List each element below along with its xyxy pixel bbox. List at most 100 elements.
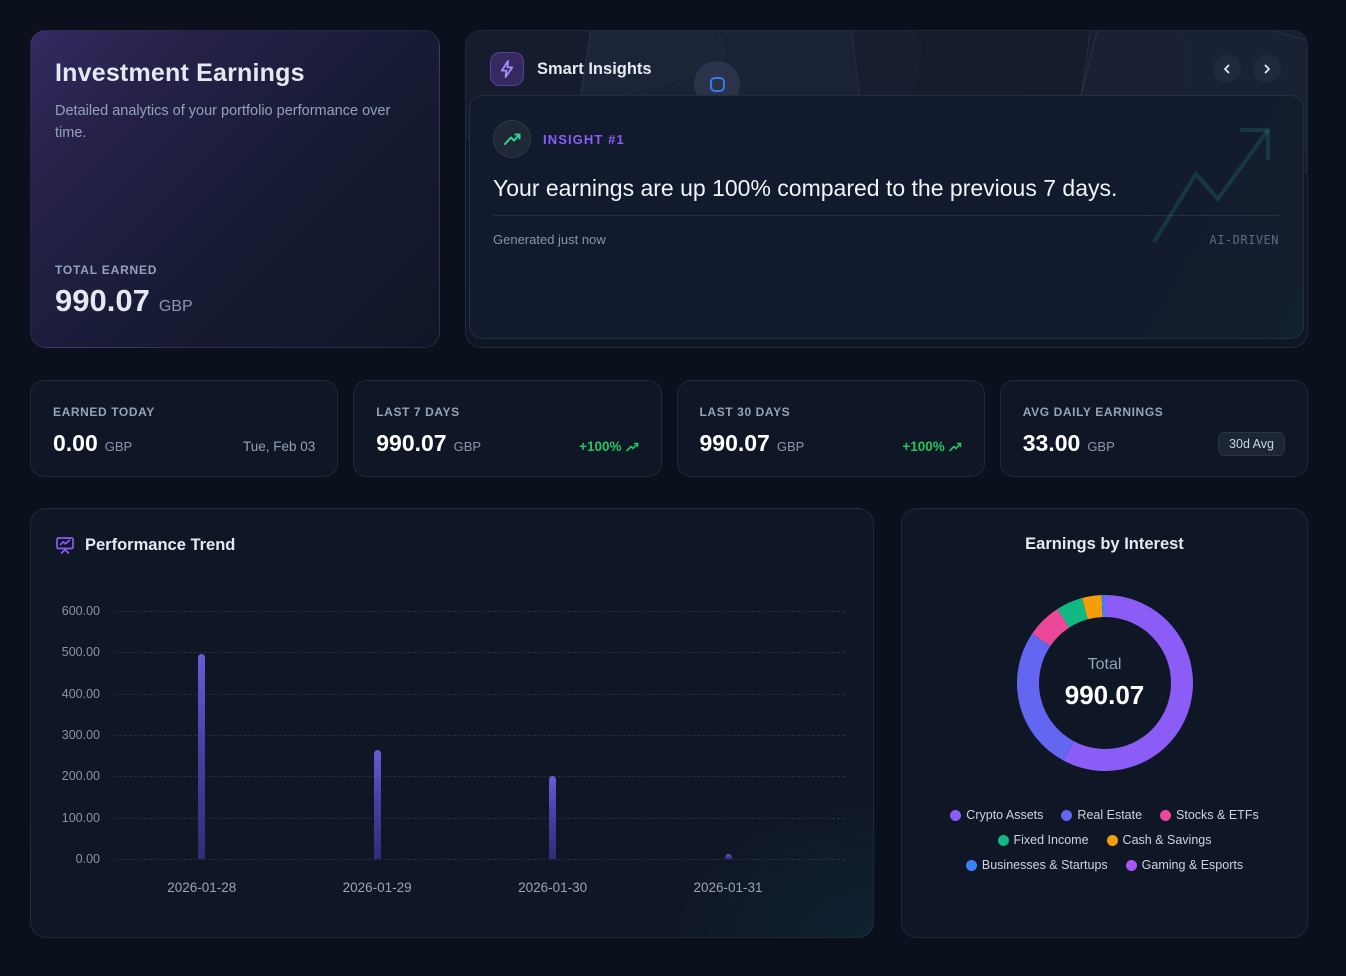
donut-segment	[1056, 598, 1088, 628]
stat-card-last-7-days: LAST 7 DAYS 990.07 GBP +100%	[353, 380, 662, 477]
stat-currency: GBP	[776, 439, 805, 454]
chart-title: Earnings by Interest	[1025, 535, 1184, 553]
stat-label: LAST 30 DAYS	[699, 405, 791, 419]
bar-plot: 600.00 500.00 400.00 300.00 200.00 100.00 0.00…	[62, 604, 845, 895]
x-tick-label: 2026-01-28	[167, 880, 237, 895]
bar	[549, 775, 557, 859]
x-tick-label: 2026-01-30	[518, 880, 588, 895]
legend-label: Crypto Assets	[966, 808, 1044, 822]
stat-card-earned-today: EARNED TODAY 0.00 GBP Tue, Feb 03	[30, 380, 339, 477]
y-tick-label: 100.00	[61, 810, 100, 825]
stat-date: Tue, Feb 03	[242, 439, 316, 454]
stat-value: 990.07	[376, 430, 447, 456]
donut-segment	[1063, 595, 1193, 771]
page-subtitle: Detailed analytics of your portfolio per…	[55, 103, 391, 142]
smart-insights-card: Smart Insights	[465, 30, 1308, 348]
trending-up-icon	[625, 442, 638, 451]
generated-timestamp: Generated just now	[493, 232, 606, 247]
gridline	[114, 652, 845, 654]
donut-segment	[1081, 595, 1103, 620]
x-tick-label: 2026-01-29	[342, 880, 412, 895]
next-insight-button[interactable]	[1253, 55, 1281, 83]
y-tick-label: 600.00	[61, 604, 100, 618]
chevron-left-icon	[1224, 64, 1230, 74]
hero-card: Investment Earnings Detailed analytics o…	[30, 30, 440, 348]
stat-value: 33.00	[1022, 430, 1081, 456]
legend-label: Fixed Income	[1013, 833, 1089, 847]
stat-card-avg-daily: AVG DAILY EARNINGS 33.00 GBP 30d Avg	[999, 380, 1308, 477]
legend-dot	[950, 809, 962, 821]
chart-title: Performance Trend	[85, 535, 236, 554]
legend-dot	[997, 834, 1009, 846]
insight-nav	[1213, 55, 1281, 83]
legend-item: Businesses & Startups	[965, 858, 1108, 872]
ai-driven-tag: AI-DRIVEN	[1209, 232, 1279, 247]
stat-change-positive: +100%	[579, 439, 638, 454]
legend-item: Fixed Income	[997, 833, 1089, 847]
y-tick-label: 300.00	[61, 728, 100, 742]
gridline	[114, 611, 845, 612]
divider	[493, 215, 1279, 216]
prev-insight-button[interactable]	[1213, 55, 1241, 83]
insight-badge: INSIGHT #1	[543, 131, 625, 147]
bar	[724, 854, 732, 859]
change-value: +100%	[579, 439, 622, 454]
legend-dot	[965, 859, 977, 871]
trend-line-decoration	[1152, 128, 1270, 244]
total-earned-block: TOTAL EARNED 990.07 GBP	[55, 263, 413, 319]
legend-dot	[1125, 859, 1137, 871]
trending-up-icon	[948, 442, 962, 451]
insights-header: Smart Insights	[466, 31, 1307, 86]
gridline	[114, 693, 845, 695]
donut-segment	[1016, 633, 1074, 761]
legend-item: Crypto Assets	[950, 808, 1043, 822]
stat-currency: GBP	[453, 439, 482, 454]
earnings-by-interest-card: Earnings by Interest Total 990.07 Crypto…	[901, 508, 1308, 938]
total-earned-label: TOTAL EARNED	[55, 263, 158, 277]
legend-label: Businesses & Startups	[981, 858, 1108, 872]
total-earned-currency: GBP	[158, 298, 193, 315]
stat-value: 0.00	[53, 430, 98, 456]
legend-dot	[1061, 809, 1073, 821]
change-value: +100%	[902, 439, 945, 454]
legend-dot	[1160, 809, 1172, 821]
legend-item: Real Estate	[1061, 808, 1142, 822]
top-row: Investment Earnings Detailed analytics o…	[30, 30, 1308, 348]
donut-segment	[1031, 609, 1070, 647]
y-tick-label: 0.00	[75, 852, 100, 866]
stat-label: LAST 7 DAYS	[376, 405, 460, 419]
presentation-chart-icon	[56, 537, 74, 554]
legend-item: Cash & Savings	[1106, 833, 1211, 847]
donut-legend: Crypto Assets Real Estate Stocks & ETFs Fix…	[932, 808, 1277, 872]
decorative-glyph	[709, 76, 725, 92]
insights-title: Smart Insights	[537, 59, 652, 78]
stat-value: 990.07	[699, 430, 770, 456]
charts-row: Performance Trend 600.00 500.00 400.00 300.…	[30, 508, 1308, 938]
x-tick-label: 2026-01-31	[693, 880, 763, 895]
legend-label: Gaming & Esports	[1141, 858, 1244, 872]
legend-label: Stocks & ETFs	[1176, 808, 1259, 822]
stat-label: EARNED TODAY	[53, 405, 155, 419]
y-tick-label: 400.00	[61, 686, 100, 701]
stat-label: AVG DAILY EARNINGS	[1022, 405, 1164, 419]
stat-change-positive: +100%	[902, 439, 962, 454]
stat-card-last-30-days: LAST 30 DAYS 990.07 GBP +100%	[676, 380, 985, 477]
gridline	[114, 817, 845, 819]
chevron-right-icon	[1264, 64, 1270, 74]
stat-currency: GBP	[1087, 439, 1115, 454]
insight-headline: Your earnings are up 100% compared to th…	[493, 175, 1118, 201]
y-tick-label: 200.00	[61, 769, 100, 784]
stat-currency: GBP	[104, 439, 133, 454]
insight-panel: INSIGHT #1 Your earnings are up 100% com…	[469, 95, 1304, 339]
gridline	[114, 735, 845, 736]
y-tick-label: 500.00	[61, 645, 100, 660]
page-title: Investment Earnings	[55, 59, 305, 87]
hero-text-block: Investment Earnings Detailed analytics o…	[55, 59, 413, 145]
trending-up-icon	[493, 120, 531, 158]
legend-item: Stocks & ETFs	[1160, 808, 1259, 822]
stats-row: EARNED TODAY 0.00 GBP Tue, Feb 03 LAST 7…	[30, 380, 1308, 477]
bar	[198, 653, 206, 859]
stat-period-badge: 30d Avg	[1218, 431, 1285, 456]
bar	[373, 749, 381, 859]
donut-svg	[1016, 595, 1193, 771]
